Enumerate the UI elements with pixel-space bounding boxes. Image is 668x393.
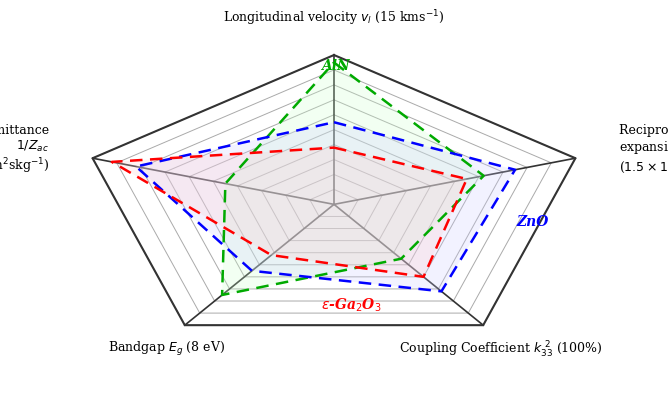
Text: Longitudinal velocity $v_l$ (15 kms$^{-1}$): Longitudinal velocity $v_l$ (15 kms$^{-1… (223, 8, 445, 28)
Text: Acoustic admittance
$1/Z_{ac}$
($5\times10^{-8}$ m$^2$skg$^{-1}$): Acoustic admittance $1/Z_{ac}$ ($5\times… (0, 123, 49, 176)
Text: Coupling Coefficient $k_{33}^{\ 2}$ (100%): Coupling Coefficient $k_{33}^{\ 2}$ (100… (399, 340, 603, 360)
Polygon shape (222, 62, 484, 295)
Polygon shape (112, 148, 467, 277)
Text: ZnO: ZnO (517, 215, 549, 229)
Text: AlN: AlN (321, 59, 349, 73)
Polygon shape (136, 122, 515, 291)
Text: Reciprocal of  thermal
expansion $1/\alpha_V$
($1.5\times10^5$ K): Reciprocal of thermal expansion $1/\alph… (619, 123, 668, 176)
Text: $\varepsilon$-Ga$_2$O$_3$: $\varepsilon$-Ga$_2$O$_3$ (321, 297, 381, 314)
Text: Bandgap $E_g$ (8 eV): Bandgap $E_g$ (8 eV) (108, 340, 225, 358)
